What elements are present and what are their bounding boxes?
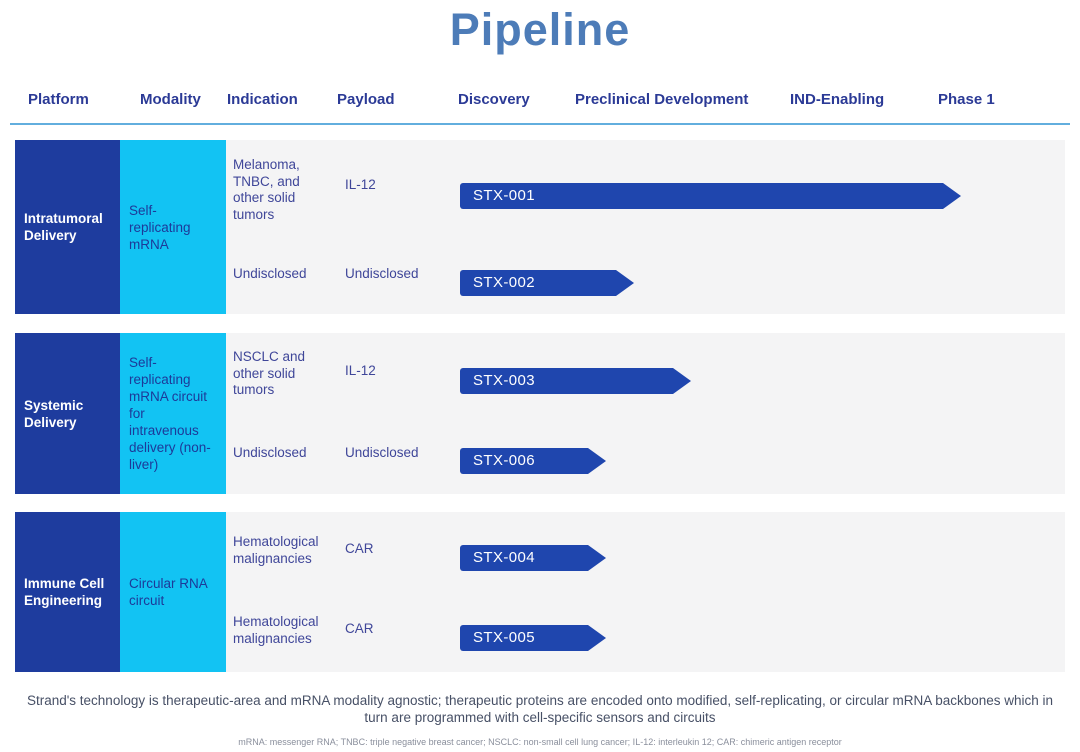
- modality-label: Self-replicating mRNA: [129, 202, 191, 252]
- technology-description: Strand's technology is therapeutic-area …: [26, 693, 1054, 725]
- column-header-modality: Modality: [140, 91, 201, 108]
- platform-label: Systemic Delivery: [24, 397, 84, 430]
- indication-cell: Undisclosed: [233, 266, 307, 281]
- program-label: STX-005: [460, 625, 588, 651]
- modality-label: Circular RNA circuit: [129, 576, 208, 608]
- platform-label: Intratumoral Delivery: [24, 211, 103, 243]
- platform-cell: Immune Cell Engineering: [15, 512, 120, 672]
- arrow-tip: [673, 368, 691, 394]
- pipeline-group-immune-cell: Immune Cell Engineering Circular RNA cir…: [15, 512, 1065, 672]
- program-label: STX-003: [460, 368, 673, 394]
- pipeline-group-systemic: Systemic Delivery Self-replicating mRNA …: [15, 333, 1065, 494]
- column-header-platform: Platform: [28, 91, 89, 108]
- program-arrow-stx-003: STX-003: [460, 368, 691, 394]
- modality-cell: Self-replicating mRNA: [120, 140, 226, 314]
- pipeline-group-intratumoral: Intratumoral Delivery Self-replicating m…: [15, 140, 1065, 314]
- modality-cell: Circular RNA circuit: [120, 512, 226, 672]
- column-header-row: Platform Modality Indication Payload Dis…: [0, 91, 1080, 113]
- program-label: STX-002: [460, 270, 616, 296]
- arrow-tip: [588, 625, 606, 651]
- column-header-phase1: Phase 1: [938, 91, 995, 108]
- program-label: STX-001: [460, 183, 943, 209]
- indication-cell: Hematological malignancies: [233, 614, 319, 646]
- program-arrow-stx-001: STX-001: [460, 183, 961, 209]
- arrow-tip: [616, 270, 634, 296]
- program-label: STX-004: [460, 545, 588, 571]
- arrow-tip: [943, 183, 961, 209]
- payload-cell: Undisclosed: [345, 266, 419, 281]
- program-arrow-stx-004: STX-004: [460, 545, 606, 571]
- abbreviations-footnote: mRNA: messenger RNA; TNBC: triple negati…: [238, 737, 842, 747]
- column-header-payload: Payload: [337, 91, 395, 108]
- column-header-indication: Indication: [227, 91, 298, 108]
- column-header-ind-enabling: IND-Enabling: [790, 91, 885, 108]
- payload-cell: IL-12: [345, 363, 376, 378]
- platform-cell: Intratumoral Delivery: [15, 140, 120, 314]
- program-arrow-stx-002: STX-002: [460, 270, 634, 296]
- platform-label: Immune Cell Engineering: [24, 576, 105, 608]
- program-arrow-stx-006: STX-006: [460, 448, 606, 474]
- header-divider-line: [10, 123, 1070, 125]
- indication-cell: Melanoma, TNBC, and other solid tumors: [233, 157, 300, 222]
- indication-cell: Undisclosed: [233, 445, 307, 460]
- column-header-preclinical: Preclinical Development: [575, 91, 749, 108]
- arrow-tip: [588, 545, 606, 571]
- arrow-tip: [588, 448, 606, 474]
- program-arrow-stx-005: STX-005: [460, 625, 606, 651]
- program-label: STX-006: [460, 448, 588, 474]
- payload-cell: CAR: [345, 621, 374, 636]
- modality-cell: Self-replicating mRNA circuit for intrav…: [120, 333, 226, 494]
- indication-cell: NSCLC and other solid tumors: [233, 349, 306, 397]
- payload-cell: CAR: [345, 541, 374, 556]
- payload-cell: Undisclosed: [345, 445, 419, 460]
- column-header-discovery: Discovery: [458, 91, 530, 108]
- modality-label: Self-replicating mRNA circuit for intrav…: [129, 355, 211, 472]
- page-title: Pipeline: [449, 4, 631, 55]
- indication-cell: Hematological malignancies: [233, 534, 319, 566]
- payload-cell: IL-12: [345, 177, 376, 192]
- platform-cell: Systemic Delivery: [15, 333, 120, 494]
